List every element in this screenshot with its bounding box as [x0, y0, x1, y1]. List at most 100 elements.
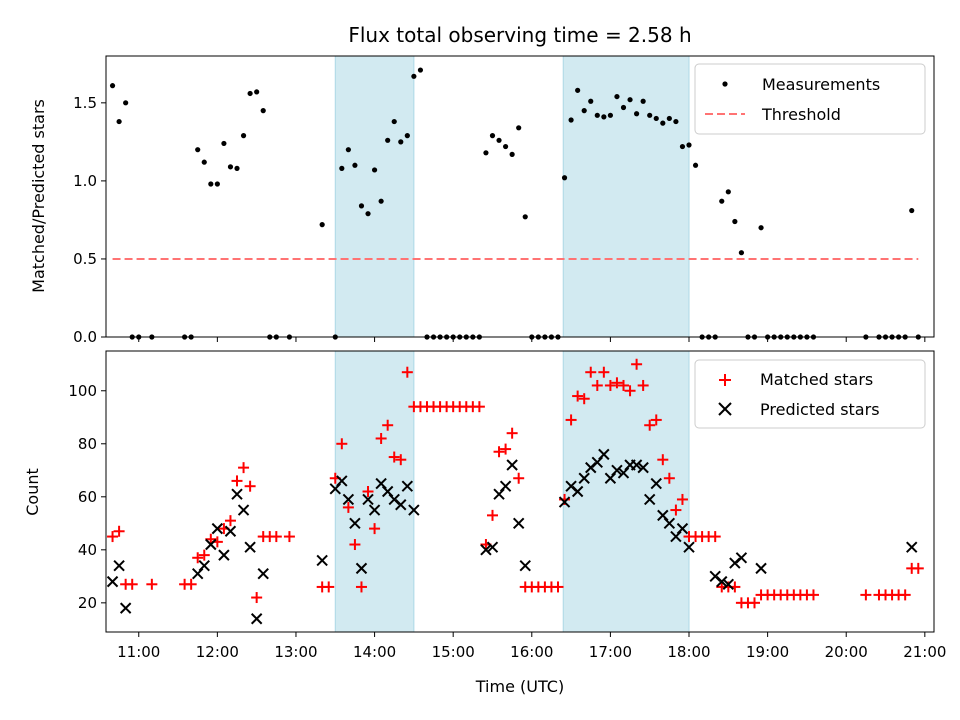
measurement-point — [208, 181, 214, 187]
x-tick-label: 18:00 — [667, 643, 710, 661]
predicted-star-point — [336, 475, 348, 487]
predicted-star-point — [506, 459, 518, 471]
predicted-star-point — [486, 541, 499, 553]
predicted-star-point — [630, 459, 643, 471]
measurement-point — [385, 137, 391, 143]
matched-star-point — [355, 581, 367, 593]
legend-label-predicted: Predicted stars — [760, 400, 880, 419]
matched-star-point — [565, 414, 577, 426]
matched-star-point — [388, 451, 400, 463]
measurement-point — [345, 147, 351, 153]
predicted-star-point — [342, 493, 355, 506]
measurement-point — [738, 250, 745, 256]
observing-span-2 — [562, 350, 690, 633]
legend-label-threshold: Threshold — [761, 105, 841, 124]
measurement-point — [581, 108, 587, 114]
measurement-point — [909, 207, 915, 214]
predicted-star-point — [663, 517, 676, 530]
matched-star-point — [663, 472, 675, 484]
measurement-point — [378, 198, 384, 204]
matched-star-point — [224, 515, 236, 527]
y-ticks: 0.0 0.5 1.0 1.5 — [73, 94, 106, 346]
matched-star-point — [618, 379, 629, 391]
measurement-point — [319, 222, 325, 228]
predicted-star-point — [735, 552, 748, 564]
matched-star-point — [624, 385, 636, 397]
measurement-point — [620, 104, 627, 111]
matched-star-point — [807, 589, 819, 601]
matched-star-point — [493, 446, 505, 458]
measurement-point — [719, 198, 725, 204]
matched-star-point — [912, 562, 924, 574]
measurement-point — [647, 112, 653, 118]
measurement-point — [247, 90, 253, 97]
measurement-point — [411, 73, 417, 79]
matched-star-point — [637, 379, 649, 391]
predicted-star-point — [205, 538, 217, 551]
y-ticks: 20 40 60 80 100 — [68, 382, 106, 612]
x-tick-label: 13:00 — [274, 643, 317, 661]
matched-star-point — [631, 358, 643, 370]
predicted-star-point — [250, 613, 263, 625]
x-tick-label: 16:00 — [510, 643, 553, 661]
predicted-star-point — [237, 504, 250, 516]
measurement-point — [758, 225, 764, 231]
measurement-point — [358, 203, 365, 209]
matched-star-point — [382, 419, 394, 431]
measurement-point — [391, 118, 397, 125]
plot-frame — [105, 350, 935, 633]
predicted-star-point — [676, 522, 689, 535]
matched-star-point — [270, 531, 282, 543]
measurement-point — [522, 214, 528, 220]
measurement-point — [109, 83, 116, 89]
x-tick-label: 14:00 — [353, 643, 396, 661]
measurement-point — [221, 140, 227, 147]
predicted-star-point — [578, 472, 590, 484]
matched-star-point — [342, 501, 354, 513]
matched-star-point — [473, 401, 485, 413]
y-tick-label: 40 — [78, 541, 97, 559]
predicted-star-point — [231, 488, 243, 500]
predicted-star-point — [571, 485, 584, 498]
measurement-point — [123, 100, 129, 106]
predicted-star-point — [401, 480, 414, 492]
measurement-point — [214, 181, 220, 187]
measurement-point — [725, 189, 731, 195]
matched-star-point — [231, 475, 243, 487]
legend-label-measurements: Measurements — [762, 75, 880, 94]
matched-star-point — [598, 366, 610, 378]
predicted-star-point — [722, 578, 735, 590]
predicted-star-point — [650, 477, 662, 490]
matched-star-point — [644, 419, 656, 431]
matched-star-point — [513, 472, 525, 484]
predicted-star-point — [598, 448, 610, 461]
predicted-star-point — [218, 549, 230, 561]
count-panel: 20 40 60 80 100 11:00 12:00 13:00 14:00 15:00 16:… — [23, 350, 946, 696]
legend-box — [694, 63, 926, 135]
y-tick-label: 1.0 — [73, 172, 97, 190]
predicted-star-point — [755, 562, 767, 575]
measurement-point — [339, 165, 345, 171]
measurement-point — [227, 164, 234, 170]
y-tick-label: 20 — [78, 594, 97, 612]
measurement-point — [509, 151, 515, 157]
predicted-star-point — [408, 504, 420, 516]
measurement-points — [109, 67, 921, 340]
matched-star-point — [401, 366, 413, 378]
measurement-point — [483, 150, 489, 156]
predicted-star-point — [224, 525, 237, 537]
measurement-point — [561, 175, 568, 181]
measurement-point — [594, 112, 600, 118]
matched-star-point — [552, 581, 564, 593]
measurement-point — [195, 147, 201, 153]
matched-star-point — [591, 379, 603, 391]
matched-star-point — [860, 589, 872, 601]
matched-star-point — [126, 578, 138, 590]
matched-star-point — [349, 539, 361, 551]
predicted-star-point — [244, 541, 256, 553]
measurement-point — [502, 143, 509, 150]
measurement-point — [398, 139, 404, 145]
y-axis-label: Matched/Predicted stars — [29, 99, 48, 293]
measurement-point — [588, 98, 594, 104]
measurement-point — [640, 98, 646, 104]
